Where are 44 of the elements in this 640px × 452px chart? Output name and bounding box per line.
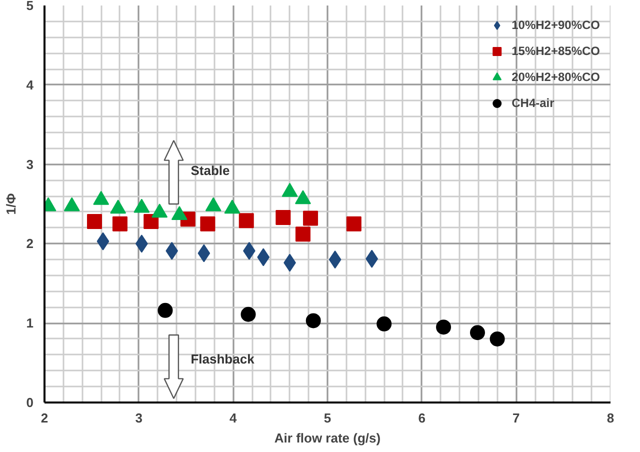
legend-label: CH4-air bbox=[512, 96, 554, 110]
legend-label: 10%H2+90%CO bbox=[512, 18, 600, 32]
y-tick-label: 3 bbox=[26, 156, 34, 172]
point bbox=[135, 234, 148, 253]
point bbox=[200, 216, 216, 232]
annotation: Flashback bbox=[190, 351, 256, 366]
legend-label: 15%H2+85%CO bbox=[512, 44, 600, 58]
x-tick-label: 8 bbox=[606, 410, 614, 426]
point bbox=[240, 306, 256, 322]
point bbox=[366, 250, 378, 268]
y-tick-label: 2 bbox=[26, 236, 34, 252]
point bbox=[470, 325, 485, 340]
point bbox=[346, 216, 362, 232]
point bbox=[144, 214, 159, 229]
point bbox=[257, 248, 270, 266]
x-tick-label: 6 bbox=[418, 410, 426, 426]
point bbox=[328, 250, 342, 269]
y-axis-title: 1/Φ bbox=[3, 192, 18, 215]
point bbox=[376, 316, 392, 332]
x-tick-label: 7 bbox=[512, 410, 520, 426]
point bbox=[490, 331, 505, 346]
point bbox=[86, 214, 102, 229]
point bbox=[303, 210, 318, 226]
x-tick-label: 5 bbox=[324, 410, 332, 426]
x-tick-label: 4 bbox=[230, 410, 238, 426]
point bbox=[166, 242, 178, 260]
point bbox=[96, 232, 110, 250]
point bbox=[198, 244, 210, 262]
point bbox=[238, 213, 254, 228]
x-tick-label: 3 bbox=[135, 410, 142, 426]
point bbox=[276, 210, 291, 225]
y-tick-label: 5 bbox=[26, 0, 34, 13]
legend-label: 20%H2+80%CO bbox=[512, 70, 600, 84]
x-tick-label: 2 bbox=[40, 410, 48, 426]
point bbox=[295, 226, 310, 242]
point bbox=[306, 313, 321, 328]
y-tick-label: 0 bbox=[26, 395, 34, 410]
y-tick-label: 1 bbox=[26, 316, 34, 331]
annotation: Stable bbox=[190, 163, 230, 178]
x-axis-title: Air flow rate (g/s) bbox=[274, 430, 381, 446]
point bbox=[436, 320, 452, 335]
y-tick-label: 4 bbox=[26, 77, 34, 92]
point bbox=[112, 216, 128, 232]
point bbox=[158, 302, 173, 318]
